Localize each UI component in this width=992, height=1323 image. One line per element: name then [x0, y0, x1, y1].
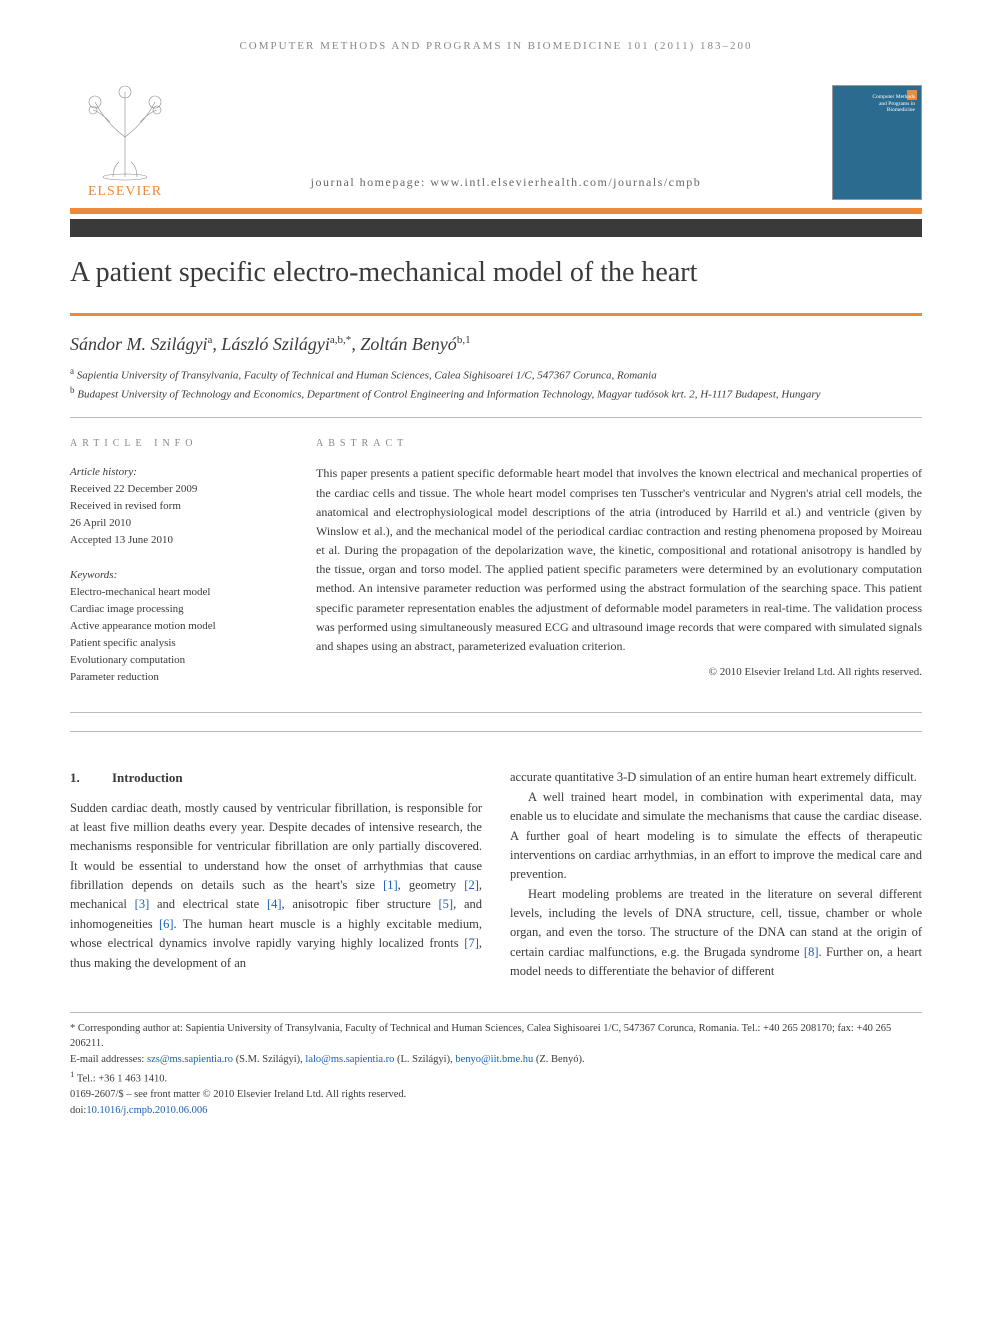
keywords-block: Keywords: Electro-mechanical heart model… [70, 567, 280, 686]
ref-link[interactable]: [8] [804, 945, 819, 959]
authors-line: Sándor M. Szilágyia, László Szilágyia,b,… [70, 334, 922, 355]
tel-note: 1 Tel.: +36 1 463 1410. [70, 1068, 922, 1087]
body-right-col: accurate quantitative 3-D simulation of … [510, 768, 922, 981]
emails-line: E-mail addresses: szs@ms.sapientia.ro (S… [70, 1052, 922, 1068]
publisher-name: ELSEVIER [88, 184, 162, 200]
elsevier-tree-icon [75, 82, 175, 182]
author: Sándor M. Szilágyia [70, 334, 212, 354]
journal-homepage[interactable]: journal homepage: www.intl.elsevierhealt… [180, 175, 832, 200]
received-date: Received 22 December 2009 [70, 481, 280, 498]
running-head: COMPUTER METHODS AND PROGRAMS IN BIOMEDI… [70, 40, 922, 52]
corresponding-note: * Corresponding author at: Sapientia Uni… [70, 1021, 922, 1053]
ref-link[interactable]: [5] [439, 897, 454, 911]
body-paragraph: accurate quantitative 3-D simulation of … [510, 768, 922, 787]
abstract-copyright: © 2010 Elsevier Ireland Ltd. All rights … [316, 664, 922, 682]
keyword: Evolutionary computation [70, 652, 280, 669]
orange-bar-thin [70, 313, 922, 316]
info-abstract-row: ARTICLE INFO Article history: Received 2… [70, 436, 922, 704]
ref-link[interactable]: [1] [383, 878, 398, 892]
affiliation: a Sapientia University of Transylvania, … [70, 365, 922, 384]
keyword: Parameter reduction [70, 669, 280, 686]
affiliation: b Budapest University of Technology and … [70, 384, 922, 403]
abstract-text: This paper presents a patient specific d… [316, 464, 922, 656]
journal-cover-title: Computer Methods and Programs in Biomedi… [865, 94, 915, 114]
author: Zoltán Benyób,1 [360, 334, 470, 354]
ref-link[interactable]: [2] [464, 878, 479, 892]
footnotes: * Corresponding author at: Sapientia Uni… [70, 1012, 922, 1119]
journal-cover-thumb: Computer Methods and Programs in Biomedi… [832, 85, 922, 200]
dark-bar [70, 219, 922, 237]
author: László Szilágyia,b,* [221, 334, 351, 354]
body-paragraph: A well trained heart model, in combinati… [510, 788, 922, 885]
article-history: Article history: Received 22 December 20… [70, 464, 280, 549]
history-label: Article history: [70, 464, 280, 481]
keyword: Patient specific analysis [70, 635, 280, 652]
divider [70, 712, 922, 713]
article-info-col: ARTICLE INFO Article history: Received 2… [70, 436, 280, 704]
doi-line: doi:10.1016/j.cmpb.2010.06.006 [70, 1103, 922, 1119]
divider [70, 731, 922, 732]
email-link[interactable]: szs@ms.sapientia.ro [147, 1054, 233, 1065]
email-link[interactable]: lalo@ms.sapientia.ro [305, 1054, 394, 1065]
article-info-label: ARTICLE INFO [70, 436, 280, 452]
keyword: Electro-mechanical heart model [70, 584, 280, 601]
section-number: 1. [70, 768, 112, 788]
accepted-date: Accepted 13 June 2010 [70, 532, 280, 549]
body-columns: 1.Introduction Sudden cardiac death, mos… [70, 768, 922, 981]
keyword: Active appearance motion model [70, 618, 280, 635]
section-title: Introduction [112, 770, 183, 785]
abstract-label: ABSTRACT [316, 436, 922, 452]
ref-link[interactable]: [6] [159, 917, 174, 931]
publisher-block: ELSEVIER [70, 82, 180, 200]
email-link[interactable]: benyo@iit.bme.hu [455, 1054, 533, 1065]
issn-line: 0169-2607/$ – see front matter © 2010 El… [70, 1087, 922, 1103]
affiliations: a Sapientia University of Transylvania, … [70, 365, 922, 403]
header-row: ELSEVIER journal homepage: www.intl.else… [70, 82, 922, 200]
revised-label: Received in revised form [70, 498, 280, 515]
body-paragraph: Sudden cardiac death, mostly caused by v… [70, 799, 482, 973]
section-heading: 1.Introduction [70, 768, 482, 788]
keyword: Cardiac image processing [70, 601, 280, 618]
ref-link[interactable]: [4] [267, 897, 282, 911]
ref-link[interactable]: [7] [464, 936, 479, 950]
body-paragraph: Heart modeling problems are treated in t… [510, 885, 922, 982]
abstract-col: ABSTRACT This paper presents a patient s… [316, 436, 922, 704]
body-left-col: 1.Introduction Sudden cardiac death, mos… [70, 768, 482, 981]
doi-link[interactable]: 10.1016/j.cmpb.2010.06.006 [86, 1105, 207, 1116]
keywords-label: Keywords: [70, 567, 280, 584]
revised-date: 26 April 2010 [70, 515, 280, 532]
article-title: A patient specific electro-mechanical mo… [70, 257, 922, 289]
divider [70, 417, 922, 418]
ref-link[interactable]: [3] [135, 897, 150, 911]
